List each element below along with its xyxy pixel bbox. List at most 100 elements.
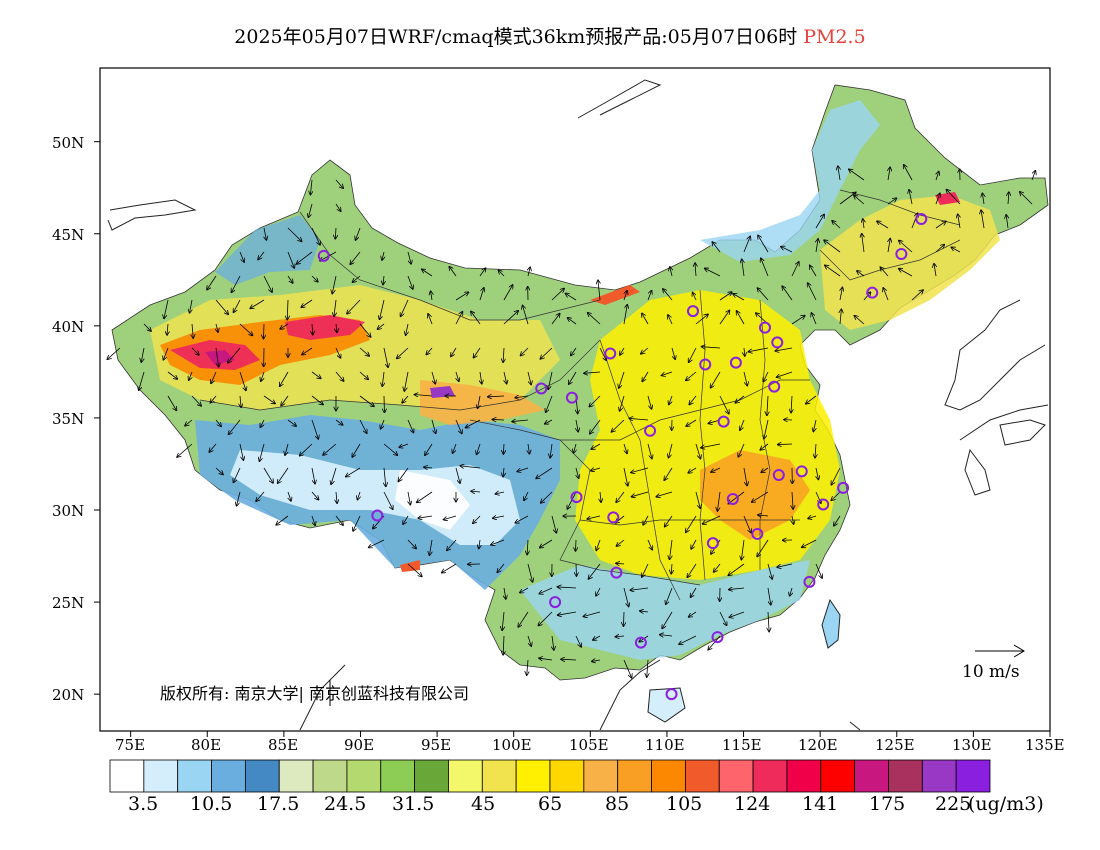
wind-arrow — [539, 658, 553, 660]
wind-arrow — [857, 271, 865, 277]
wind-arrow — [515, 396, 529, 398]
wind-arrow — [285, 443, 289, 455]
wind-arrow — [695, 491, 700, 508]
colorbar-swatch — [312, 759, 348, 793]
wind-arrow — [909, 190, 913, 205]
wind-arrow — [717, 491, 721, 511]
wind-arrow — [728, 563, 745, 575]
city-markers — [317, 213, 928, 701]
wind-arrow — [623, 467, 628, 486]
lat-label-40: 40N — [52, 318, 85, 336]
wind-arrow — [261, 371, 265, 381]
wind-arrow — [714, 563, 721, 572]
wind-arrow — [611, 419, 625, 432]
wind-arrow — [301, 299, 313, 307]
wind-arrow — [453, 443, 457, 453]
wind-arrow — [352, 275, 361, 282]
wind-arrow — [431, 291, 432, 301]
wind-arrow — [377, 323, 385, 329]
colorbar-label-6: 45 — [471, 793, 496, 815]
wind-arrow — [1008, 192, 1009, 205]
wind-arrow — [503, 467, 504, 477]
wind-arrow — [808, 283, 817, 301]
wind-arrow — [854, 316, 865, 325]
city-marker — [604, 347, 617, 360]
colorbar-swatch — [921, 759, 957, 793]
lat-label-45: 45N — [52, 226, 85, 244]
wind-arrow — [689, 395, 697, 404]
wind-arrow — [502, 611, 504, 630]
wind-arrow — [335, 419, 343, 425]
wind-arrow — [524, 491, 529, 500]
wind-scale-arrow — [975, 644, 1025, 658]
wind-arrow — [565, 293, 577, 301]
wind-arrow — [540, 539, 553, 548]
wind-arrow — [598, 280, 600, 301]
wind-arrow — [665, 515, 673, 527]
wind-arrow — [209, 443, 217, 452]
wind-arrow — [548, 371, 553, 389]
wind-arrow — [466, 419, 481, 428]
wind-arrow — [640, 611, 649, 612]
wind-arrow — [616, 539, 625, 546]
lon-label-135: 135E — [1025, 736, 1065, 754]
lon-label-85: 85E — [268, 736, 299, 754]
wind-arrow — [935, 245, 944, 253]
wind-arrow — [880, 267, 889, 277]
wind-arrow — [447, 539, 457, 550]
wind-arrow — [311, 515, 315, 525]
wind-arrow — [504, 371, 507, 384]
wind-arrow — [832, 221, 841, 229]
wind-arrow — [460, 466, 481, 468]
wind-arrow — [384, 467, 386, 486]
wind-arrow — [810, 265, 817, 277]
wind-arrow — [760, 443, 769, 450]
wind-arrow — [590, 419, 601, 434]
wind-arrow — [831, 491, 841, 500]
wind-arrow — [623, 659, 632, 678]
wind-arrow — [743, 371, 747, 386]
wind-arrow — [210, 395, 217, 403]
city-marker — [371, 509, 384, 522]
wind-arrow — [767, 563, 772, 579]
wind-arrow — [591, 443, 601, 449]
wind-arrow — [258, 251, 265, 260]
wind-arrow — [408, 491, 410, 505]
wind-arrow — [310, 179, 312, 195]
wind-arrow — [647, 539, 652, 550]
wind-arrow — [757, 539, 769, 557]
lat-label-30: 30N — [52, 502, 85, 520]
wind-arrow — [479, 268, 486, 277]
wind-arrow — [569, 371, 577, 384]
wind-arrow — [616, 491, 625, 502]
colorbar-label-10: 124 — [734, 793, 771, 815]
wind-arrow — [336, 491, 337, 503]
map-field — [107, 79, 1049, 731]
wind-arrow — [300, 443, 313, 456]
wind-arrow — [792, 491, 793, 509]
wind-arrow — [497, 563, 505, 572]
wind-arrow — [816, 467, 818, 479]
lon-label-95: 95E — [421, 736, 452, 754]
lon-label-105: 105E — [569, 736, 609, 754]
wind-arrow — [263, 275, 272, 292]
wind-arrow — [588, 563, 601, 579]
wind-arrow — [308, 203, 313, 217]
wind-arrow — [302, 347, 313, 355]
wind-arrow — [541, 491, 553, 503]
wind-arrow — [107, 347, 121, 359]
city-marker — [717, 415, 730, 428]
wind-arrow — [527, 371, 531, 385]
wind-arrow — [335, 227, 336, 239]
wind-arrow — [402, 395, 409, 403]
city-marker — [866, 286, 879, 299]
lat-label-25: 25N — [52, 594, 85, 612]
wind-arrow — [575, 635, 581, 647]
lon-label-120: 120E — [798, 736, 838, 754]
wind-arrow — [335, 515, 343, 525]
wind-arrow — [407, 539, 416, 549]
axis-ticks — [94, 141, 1051, 737]
wind-arrow — [403, 515, 409, 524]
wind-arrow — [838, 166, 840, 181]
wind-arrow — [647, 659, 648, 677]
